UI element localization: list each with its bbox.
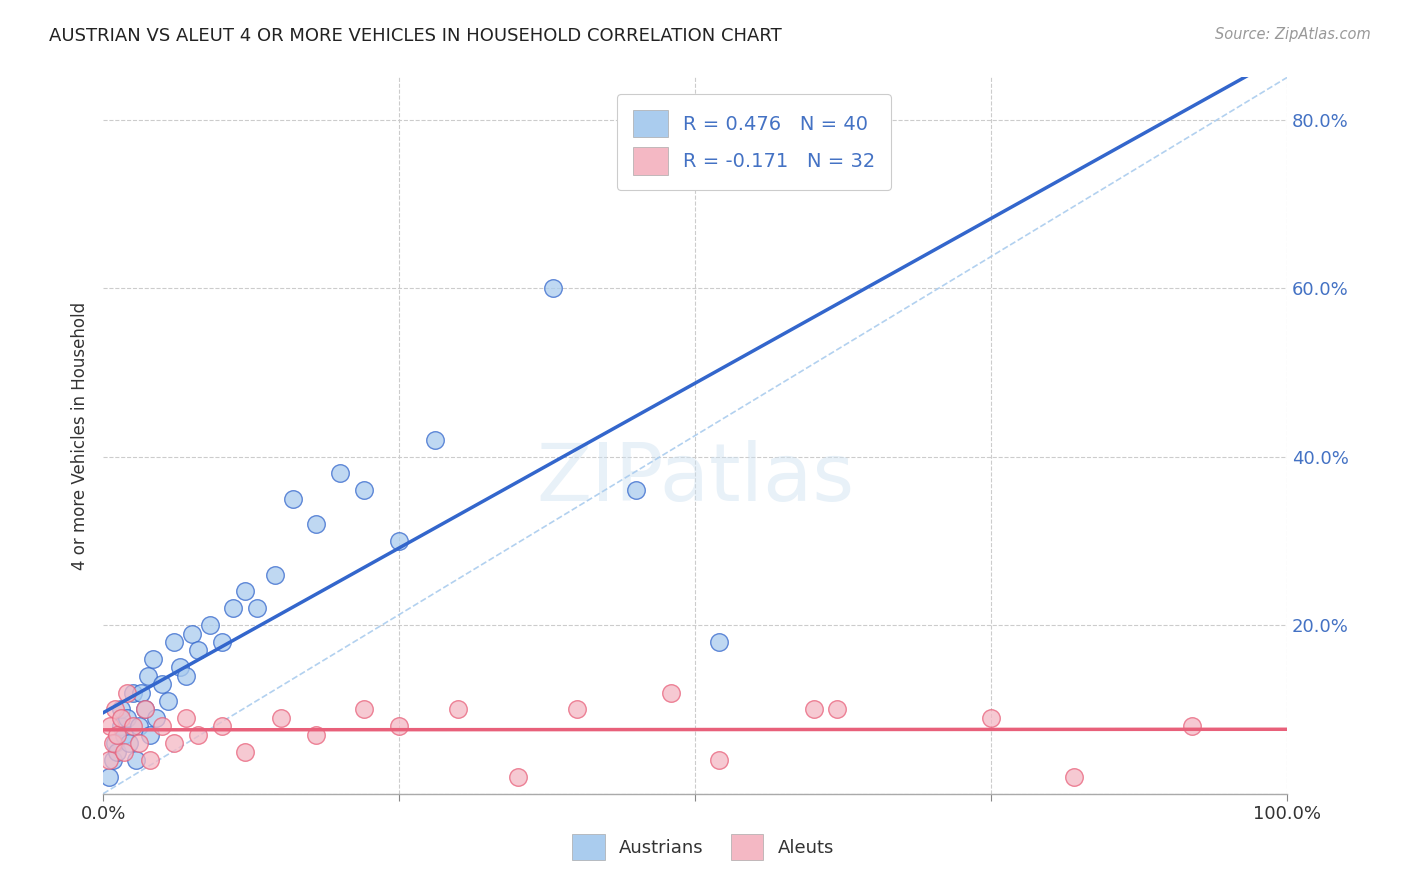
Point	[707, 635, 730, 649]
Point	[115, 685, 138, 699]
Point	[101, 753, 124, 767]
Legend: Austrians, Aleuts: Austrians, Aleuts	[558, 820, 848, 874]
Point	[98, 770, 121, 784]
Point	[114, 728, 136, 742]
Point	[825, 702, 848, 716]
Point	[388, 533, 411, 548]
Point	[305, 516, 328, 531]
Point	[270, 711, 292, 725]
Point	[115, 711, 138, 725]
Point	[139, 728, 162, 742]
Point	[233, 745, 256, 759]
Point	[128, 736, 150, 750]
Point	[233, 584, 256, 599]
Point	[565, 702, 588, 716]
Point	[803, 702, 825, 716]
Point	[624, 483, 647, 498]
Point	[506, 770, 529, 784]
Point	[136, 669, 159, 683]
Text: ZIPatlas: ZIPatlas	[536, 440, 855, 517]
Point	[134, 702, 156, 716]
Point	[187, 643, 209, 657]
Point	[222, 601, 245, 615]
Point	[128, 719, 150, 733]
Point	[263, 567, 285, 582]
Point	[98, 719, 121, 733]
Point	[150, 677, 173, 691]
Point	[110, 719, 132, 733]
Point	[353, 702, 375, 716]
Point	[129, 685, 152, 699]
Point	[157, 694, 180, 708]
Y-axis label: 4 or more Vehicles in Household: 4 or more Vehicles in Household	[72, 301, 89, 570]
Point	[163, 736, 186, 750]
Point	[169, 660, 191, 674]
Point	[661, 685, 683, 699]
Legend: R = 0.476   N = 40, R = -0.171   N = 32: R = 0.476 N = 40, R = -0.171 N = 32	[617, 95, 891, 190]
Point	[98, 753, 121, 767]
Point	[388, 719, 411, 733]
Point	[198, 618, 221, 632]
Point	[353, 483, 375, 498]
Point	[1063, 770, 1085, 784]
Point	[423, 433, 446, 447]
Point	[174, 669, 197, 683]
Point	[707, 753, 730, 767]
Point	[114, 745, 136, 759]
Point	[211, 635, 233, 649]
Text: AUSTRIAN VS ALEUT 4 OR MORE VEHICLES IN HOUSEHOLD CORRELATION CHART: AUSTRIAN VS ALEUT 4 OR MORE VEHICLES IN …	[49, 27, 782, 45]
Point	[305, 728, 328, 742]
Point	[1181, 719, 1204, 733]
Point	[121, 685, 143, 699]
Point	[110, 711, 132, 725]
Point	[118, 736, 141, 750]
Point	[105, 745, 128, 759]
Point	[174, 711, 197, 725]
Point	[329, 467, 352, 481]
Point	[187, 728, 209, 742]
Point	[139, 753, 162, 767]
Point	[145, 711, 167, 725]
Point	[121, 719, 143, 733]
Point	[150, 719, 173, 733]
Point	[101, 736, 124, 750]
Point	[246, 601, 269, 615]
Point	[104, 736, 127, 750]
Text: Source: ZipAtlas.com: Source: ZipAtlas.com	[1215, 27, 1371, 42]
Point	[134, 702, 156, 716]
Point	[104, 702, 127, 716]
Point	[181, 626, 204, 640]
Point	[281, 491, 304, 506]
Point	[163, 635, 186, 649]
Point	[541, 281, 564, 295]
Point	[125, 753, 148, 767]
Point	[980, 711, 1002, 725]
Point	[447, 702, 470, 716]
Point	[211, 719, 233, 733]
Point	[110, 702, 132, 716]
Point	[142, 652, 165, 666]
Point	[105, 728, 128, 742]
